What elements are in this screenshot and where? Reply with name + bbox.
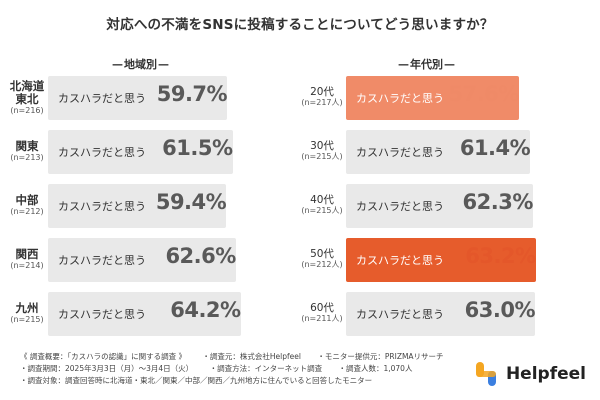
survey-notes: 《 調査概要：「カスハラの認識」に関する調査 》 ・調査元：株式会社Helpfe… <box>20 351 444 387</box>
region-category-name: 関西 <box>15 247 39 261</box>
region-section-label: 地域別 <box>112 56 169 72</box>
notes-line-1: 《 調査概要：「カスハラの認識」に関する調査 》 ・調査元：株式会社Helpfe… <box>20 351 444 363</box>
age-bar-label: カスハラだと思う <box>356 254 444 267</box>
chart-title: 対応への不満をSNSに投稿することについてどう思いますか？ <box>106 17 494 33</box>
notes-provider: ・モニター提供元：PRIZMAリサーチ <box>317 352 444 361</box>
region-bar <box>48 238 236 282</box>
region-value-label: 59.7% <box>156 82 228 106</box>
region-row: 中部 (n=212) カスハラだと思う 59.4% <box>8 184 308 234</box>
age-sample-size: (n=215人) <box>301 206 343 215</box>
region-bar <box>48 184 227 228</box>
notes-line-3: ・調査対象：調査回答時に北海道・東北／関東／中部／関西／九州地方に住んでいると回… <box>20 375 444 387</box>
age-bar-label: カスハラだと思う <box>356 146 444 159</box>
region-category-name: 北海道 <box>9 79 45 93</box>
age-category-name: 20代 <box>310 86 334 98</box>
age-category-label: 30代 (n=215人) <box>298 140 346 162</box>
age-category-label: 50代 (n=212人) <box>298 248 346 270</box>
region-value-label: 62.6% <box>165 244 236 268</box>
region-category-name: 中部 <box>15 193 39 207</box>
age-section-label: 年代別 <box>398 56 455 72</box>
logo-text: Helpfeel <box>505 364 586 384</box>
age-row: 30代 (n=215人) カスハラだと思う 61.4% <box>298 130 596 180</box>
age-value-label: 63.2% <box>465 244 536 268</box>
region-bar-label: カスハラだと思う <box>58 308 146 321</box>
age-sample-size: (n=217人) <box>301 98 343 107</box>
notes-source: ・調査元：株式会社Helpfeel <box>202 352 301 361</box>
region-sample-size: (n=214) <box>10 261 44 270</box>
notes-period: ・調査期間：2025年3月3日（月）〜3月4日（火） <box>20 364 194 373</box>
region-sample-size: (n=212) <box>10 207 44 216</box>
age-value-label: 57.6% <box>448 82 519 106</box>
region-sample-size: (n=216) <box>10 106 44 115</box>
region-category-label: 関東 (n=213) <box>8 140 46 163</box>
region-category-name: 九州 <box>15 301 39 315</box>
age-row: 50代 (n=212人) カスハラだと思う 63.2% <box>298 238 596 288</box>
notes-target: ・調査対象：調査回答時に北海道・東北／関東／中部／関西／九州地方に住んでいると回… <box>20 376 373 385</box>
age-row: 20代 (n=217人) カスハラだと思う 57.6% <box>298 76 596 126</box>
helpfeel-logo: Helpfeel <box>472 360 586 388</box>
region-row: 北海道 東北 (n=216) カスハラだと思う 59.7% <box>8 76 308 126</box>
region-bar-label: カスハラだと思う <box>58 146 146 159</box>
age-row: 60代 (n=211人) カスハラだと思う 63.0% <box>298 292 596 342</box>
age-bar-label: カスハラだと思う <box>356 92 444 105</box>
region-bar-label: カスハラだと思う <box>58 200 146 213</box>
region-value-label: 59.4% <box>155 190 227 214</box>
region-category-name: 関東 <box>15 139 39 153</box>
age-category-name: 30代 <box>310 140 334 152</box>
age-bar <box>346 184 533 228</box>
region-row: 九州 (n=215) カスハラだと思う 64.2% <box>8 292 308 342</box>
age-category-label: 60代 (n=211人) <box>298 302 346 324</box>
notes-count: ・調査人数：1,070人 <box>338 364 413 373</box>
region-bar-label: カスハラだと思う <box>58 92 146 105</box>
region-category-label: 北海道 東北 (n=216) <box>8 80 46 116</box>
age-bar <box>346 292 535 336</box>
age-row: 40代 (n=215人) カスハラだと思う 62.3% <box>298 184 596 234</box>
region-bar <box>48 130 233 174</box>
region-value-label: 61.5% <box>162 136 233 160</box>
age-bar <box>346 76 519 120</box>
age-value-label: 62.3% <box>462 190 534 214</box>
age-bar <box>346 238 536 282</box>
notes-line-2: ・調査期間：2025年3月3日（月）〜3月4日（火） ・調査方法：インターネット… <box>20 363 444 375</box>
age-bar-label: カスハラだと思う <box>356 200 444 213</box>
age-category-name: 50代 <box>310 248 334 260</box>
age-value-label: 63.0% <box>464 298 536 322</box>
notes-method: ・調査方法：インターネット調査 <box>209 364 323 373</box>
region-category-name: 東北 <box>15 92 39 106</box>
age-sample-size: (n=212人) <box>301 260 343 269</box>
age-bar-label: カスハラだと思う <box>356 308 444 321</box>
region-value-label: 64.2% <box>170 298 241 322</box>
helpfeel-logo-icon <box>475 362 496 386</box>
age-bar <box>346 130 531 174</box>
age-sample-size: (n=211人) <box>301 314 343 323</box>
region-row: 関東 (n=213) カスハラだと思う 61.5% <box>8 130 308 180</box>
age-category-label: 40代 (n=215人) <box>298 194 346 216</box>
age-category-name: 60代 <box>310 302 334 314</box>
region-row: 関西 (n=214) カスハラだと思う 62.6% <box>8 238 308 288</box>
age-value-label: 61.4% <box>459 136 531 160</box>
region-sample-size: (n=215) <box>10 315 44 324</box>
region-category-label: 関西 (n=214) <box>8 248 46 271</box>
age-sample-size: (n=215人) <box>301 152 343 161</box>
region-bar-label: カスハラだと思う <box>58 254 146 267</box>
age-category-name: 40代 <box>310 194 334 206</box>
region-category-label: 九州 (n=215) <box>8 302 46 325</box>
region-sample-size: (n=213) <box>10 153 44 162</box>
region-bar <box>48 292 241 336</box>
region-category-label: 中部 (n=212) <box>8 194 46 217</box>
region-bar <box>48 76 228 120</box>
notes-overview: 《 調査概要：「カスハラの認識」に関する調査 》 <box>20 352 187 361</box>
age-category-label: 20代 (n=217人) <box>298 86 346 108</box>
